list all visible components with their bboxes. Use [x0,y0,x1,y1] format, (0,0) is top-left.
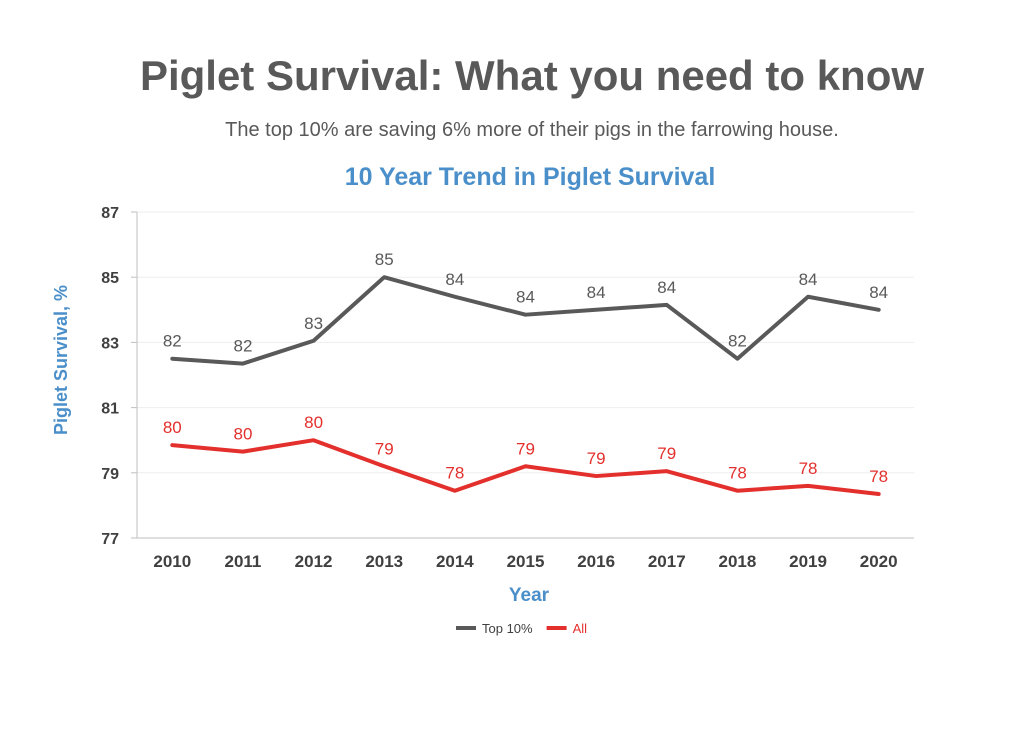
data-label-top-10-2020: 84 [869,283,888,302]
data-label-top-10-2014: 84 [445,270,464,289]
data-label-all-2011: 80 [233,425,252,444]
x-tick-label-2010: 2010 [153,552,191,571]
x-tick-label-2018: 2018 [718,552,756,571]
data-label-top-10-2015: 84 [516,288,535,307]
data-label-top-10-2017: 84 [657,278,676,297]
data-label-all-2018: 78 [728,464,747,483]
x-tick-label-2019: 2019 [789,552,827,571]
x-tick-label-2017: 2017 [648,552,686,571]
axes [131,211,914,539]
data-label-all-2017: 79 [657,444,676,463]
x-tick-label-2011: 2011 [225,552,262,571]
legend-label-all: All [573,621,588,636]
data-labels: 82 82 83 85 84 84 84 84 82 84 84 80 80 80 79 78 79 79 79 78… [163,250,888,486]
data-label-top-10-2012: 83 [304,314,323,333]
page-subtitle: The top 10% are saving 6% more of their … [225,119,839,141]
y-tick-label-87: 87 [101,205,119,222]
data-label-top-10-2019: 84 [799,270,818,289]
data-label-all-2020: 78 [869,467,888,486]
x-tick-label-2014: 2014 [436,552,474,571]
legend-label-top-10: Top 10% [482,621,533,636]
gridlines [137,211,914,474]
x-tick-label-2020: 2020 [860,552,898,571]
x-tick-label-2012: 2012 [295,552,333,571]
y-tick-label-81: 81 [101,401,119,418]
data-label-all-2010: 80 [163,418,182,437]
y-axis-title: Piglet Survival, % [51,285,71,435]
y-tick-label-83: 83 [101,335,119,352]
y-tick-label-77: 77 [101,531,119,548]
series-lines [170,275,881,496]
y-tick-labels: 77 79 81 83 85 87 [101,205,119,548]
data-label-top-10-2018: 82 [728,332,747,351]
data-label-top-10-2011: 82 [233,337,252,356]
x-tick-label-2015: 2015 [507,552,545,571]
series-line-top-10 [170,275,881,366]
y-tick-label-79: 79 [101,466,119,483]
data-label-top-10-2013: 85 [375,250,394,269]
data-label-all-2014: 78 [445,464,464,483]
data-label-top-10-2016: 84 [587,283,606,302]
x-tick-labels: 2010 2011 2012 2013 2014 2015 2016 2017 2018 2019… [153,552,897,571]
data-label-all-2019: 78 [799,459,818,478]
x-tick-label-2016: 2016 [577,552,615,571]
y-tick-label-85: 85 [101,270,119,287]
x-tick-label-2013: 2013 [365,552,403,571]
data-label-all-2012: 80 [304,413,323,432]
data-label-all-2013: 79 [375,439,394,458]
data-label-top-10-2010: 82 [163,332,182,351]
x-axis-title: Year [509,585,550,606]
legend: Top 10% All [456,621,587,636]
chart-title: 10 Year Trend in Piglet Survival [345,163,716,191]
data-label-all-2016: 79 [587,449,606,468]
data-label-all-2015: 79 [516,439,535,458]
page-title: Piglet Survival: What you need to know [139,52,925,99]
series-line-all [170,438,881,496]
